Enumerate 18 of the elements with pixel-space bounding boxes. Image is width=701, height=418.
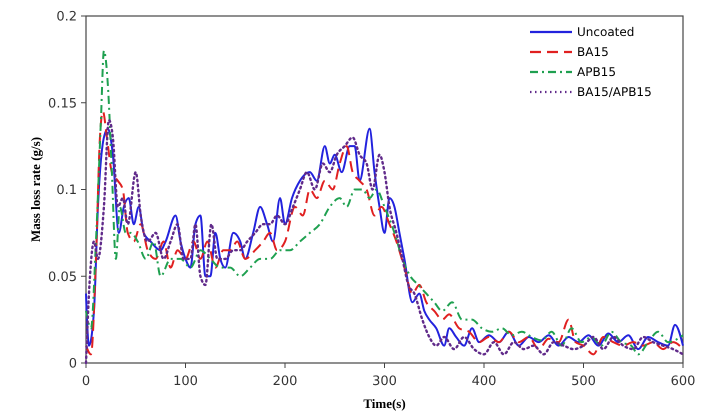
y-tick-label: 0.1	[56, 183, 77, 198]
legend-label: Uncoated	[577, 25, 634, 40]
x-tick-label: 500	[571, 374, 596, 389]
y-axis-title: Mass loss rate (g/s)	[28, 136, 43, 242]
y-tick-label: 0.2	[56, 10, 77, 25]
x-tick-label: 400	[472, 374, 496, 389]
y-tick-label: 0.15	[48, 96, 77, 112]
y-tick-label: 0.05	[48, 270, 77, 285]
legend-label: APB15	[577, 65, 616, 80]
x-tick-label: 0	[82, 374, 90, 389]
x-axis-title: Time(s)	[363, 396, 406, 411]
x-tick-label: 200	[272, 374, 298, 389]
legend-label: BA15/APB15	[577, 85, 652, 100]
y-tick-label: 0	[68, 356, 77, 372]
x-tick-label: 100	[173, 374, 198, 389]
x-tick-label: 300	[372, 374, 397, 389]
legend-label: BA15	[577, 45, 609, 60]
x-tick-label: 600	[670, 374, 696, 389]
